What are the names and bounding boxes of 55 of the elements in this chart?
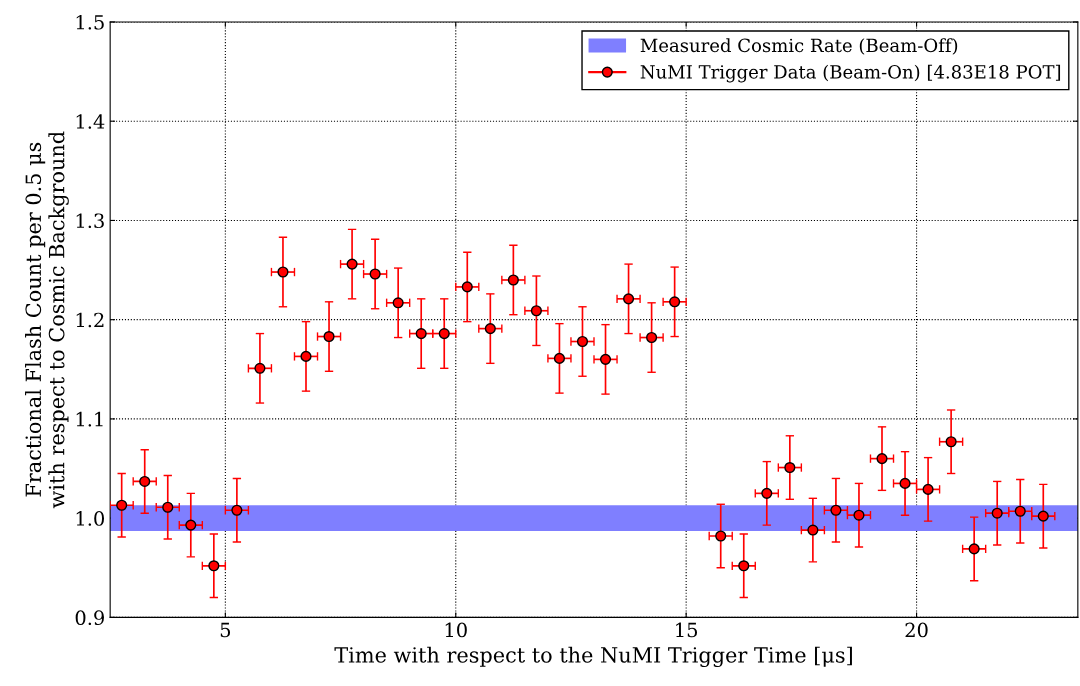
y-tick-label: 1.3 [76, 213, 104, 229]
point [623, 293, 635, 305]
x-tick-label: 10 [445, 622, 467, 638]
point [599, 353, 612, 365]
x-tick-label: 15 [676, 622, 698, 638]
point [208, 560, 220, 572]
point [484, 323, 496, 335]
point [922, 483, 934, 495]
point [830, 504, 842, 516]
x-tick-label: 5 [220, 622, 231, 638]
point [346, 258, 358, 270]
legend-label: Measured Cosmic Rate (Beam-Off) [640, 38, 958, 55]
point [323, 330, 335, 343]
point [530, 305, 542, 317]
point [553, 352, 565, 364]
point [646, 331, 658, 344]
point [254, 362, 266, 374]
point [392, 297, 404, 309]
point [899, 477, 911, 489]
point [116, 499, 128, 511]
point [300, 350, 312, 362]
point [876, 453, 888, 465]
point [784, 461, 796, 474]
y-tick-label: 1.2 [76, 312, 104, 328]
y-axis-title: Fractional Flash Count per 0.5 μs with respect to Cosmic Background [25, 131, 69, 509]
point [139, 475, 151, 487]
point [231, 504, 243, 516]
x-axis-title: Time with respect to the NuMI Trigger Time [μs] [334, 646, 852, 668]
y-tick-label: 0.9 [75, 610, 104, 626]
point [945, 436, 957, 448]
point [277, 266, 289, 278]
point [991, 507, 1003, 519]
x-tick-label: 20 [905, 622, 928, 638]
point [968, 543, 980, 555]
point [576, 335, 589, 348]
point [369, 268, 381, 280]
point [738, 560, 750, 572]
point [715, 530, 727, 542]
point [438, 328, 450, 340]
y-tick-label: 1.0 [76, 511, 105, 526]
point [761, 487, 773, 499]
legend-label: NuMI Trigger Data (Beam-On) [4.83E18 POT] [640, 64, 1061, 83]
point [507, 274, 519, 286]
point [1014, 505, 1026, 517]
point [807, 524, 819, 536]
point [669, 296, 681, 308]
y-tick-label: 1.5 [76, 14, 104, 30]
y-tick-label: 1.4 [76, 114, 105, 129]
y-tick-label: 1.1 [76, 411, 103, 427]
point [461, 281, 473, 293]
point [853, 509, 865, 521]
point [162, 501, 174, 513]
point [1037, 510, 1049, 522]
point [185, 519, 197, 531]
point [415, 328, 427, 340]
